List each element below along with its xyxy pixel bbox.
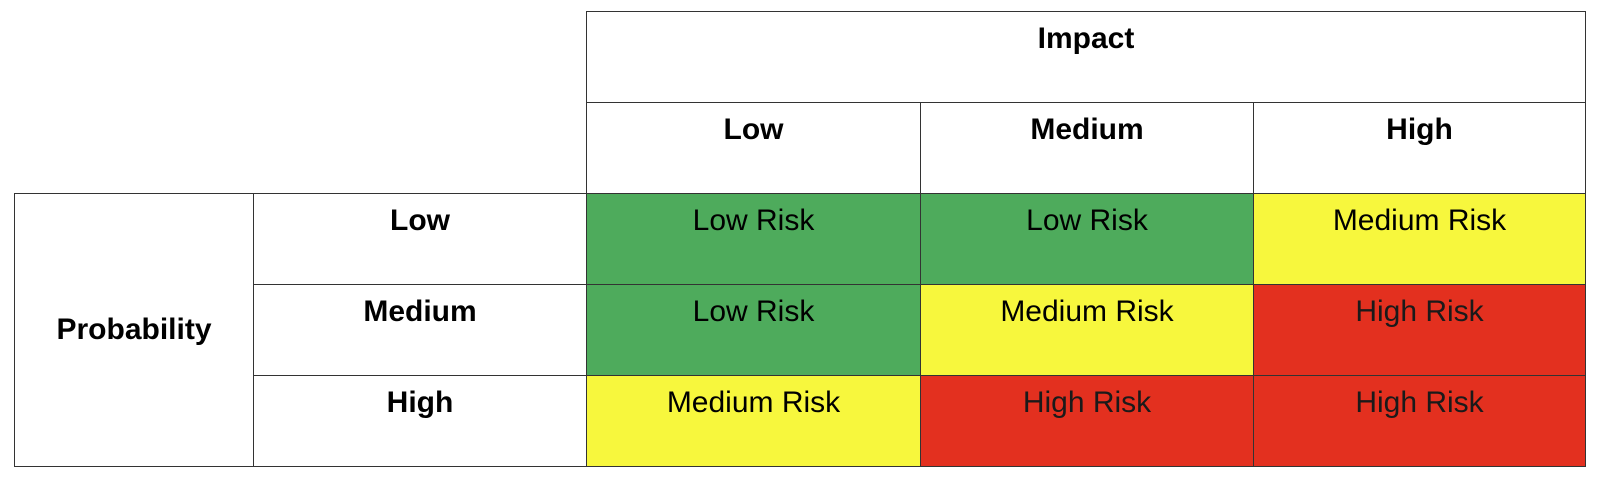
risk-cell-low-high: Medium Risk	[1253, 193, 1586, 284]
column-header-medium: Medium	[920, 102, 1253, 193]
risk-cell-high-medium: High Risk	[920, 375, 1253, 467]
row-header-low: Low	[253, 193, 586, 284]
risk-cell-high-low: Medium Risk	[586, 375, 920, 467]
probability-header: Probability	[14, 193, 253, 467]
row-header-high: High	[253, 375, 586, 467]
risk-cell-medium-low: Low Risk	[586, 284, 920, 375]
risk-cell-low-low: Low Risk	[586, 193, 920, 284]
column-header-high: High	[1253, 102, 1586, 193]
row-header-medium: Medium	[253, 284, 586, 375]
risk-cell-low-medium: Low Risk	[920, 193, 1253, 284]
risk-cell-medium-medium: Medium Risk	[920, 284, 1253, 375]
risk-cell-high-high: High Risk	[1253, 375, 1586, 467]
column-header-low: Low	[586, 102, 920, 193]
risk-cell-medium-high: High Risk	[1253, 284, 1586, 375]
impact-header: Impact	[586, 11, 1586, 102]
